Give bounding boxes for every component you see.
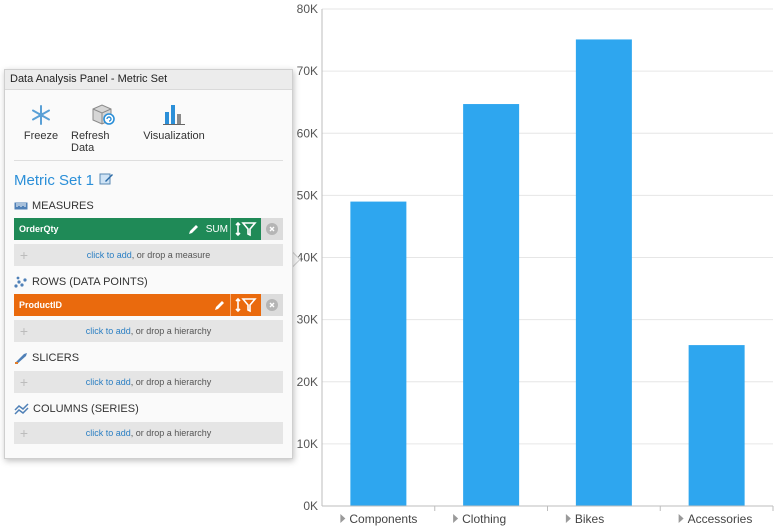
- freeze-button[interactable]: Freeze: [21, 102, 61, 148]
- expand-arrow-icon: [453, 514, 459, 523]
- row-drop-zone[interactable]: + click to add, or drop a hierarchy: [14, 320, 283, 342]
- refresh-data-label: Refresh Data: [71, 130, 110, 154]
- panel-toolbar: Freeze Refresh Data Visualization: [5, 90, 292, 154]
- refresh-data-button[interactable]: Refresh Data: [71, 102, 135, 154]
- click-to-add-link[interactable]: click to add: [85, 377, 131, 387]
- sort-filter-icon[interactable]: [230, 294, 261, 316]
- measures-label: MEASURES: [32, 200, 94, 212]
- click-to-add-link[interactable]: click to add: [85, 326, 131, 336]
- measure-drop-zone[interactable]: + click to add, or drop a measure: [14, 244, 283, 266]
- metric-set-name[interactable]: Metric Set 1: [14, 171, 95, 189]
- y-tick-label: 20K: [297, 375, 318, 389]
- pencil-icon[interactable]: [210, 294, 230, 316]
- x-category-label: Bikes: [565, 512, 604, 526]
- drop-hint: , or drop a hierarchy: [130, 377, 212, 387]
- aggregation-selector[interactable]: SUM: [205, 223, 228, 235]
- slicers-section-header: SLICERS: [5, 349, 292, 367]
- bar-clothing: [463, 104, 520, 507]
- series-lines-icon: [14, 403, 29, 415]
- expand-arrow-icon: [340, 514, 346, 523]
- bar-accessories: [688, 345, 745, 506]
- add-icon[interactable]: +: [19, 374, 29, 390]
- panel-title[interactable]: Data Analysis Panel - Metric Set: [5, 70, 292, 90]
- slicer-drop-zone[interactable]: + click to add, or drop a hierarchy: [14, 371, 283, 393]
- y-tick-label: 0K: [303, 499, 318, 513]
- add-icon[interactable]: +: [19, 425, 29, 441]
- x-tick-label: Components: [349, 512, 417, 526]
- drop-hint: , or drop a hierarchy: [130, 428, 212, 438]
- measures-section-header: MEASURES: [5, 197, 292, 215]
- visualization-button[interactable]: Visualization: [143, 102, 205, 148]
- x-category-label: Accessories: [678, 512, 753, 526]
- refresh-data-icon: [90, 102, 116, 126]
- remove-row-icon[interactable]: [261, 294, 283, 316]
- snowflake-icon: [30, 102, 52, 126]
- bar-components: [350, 201, 407, 506]
- pencil-icon[interactable]: [184, 218, 204, 240]
- chart-y-axis: 0K 10K 20K 30K 40K 50K 60K 70K 80K: [297, 2, 323, 513]
- edit-metric-set-icon[interactable]: [99, 171, 114, 190]
- click-to-add-link[interactable]: click to add: [86, 250, 132, 260]
- slicers-label: SLICERS: [32, 352, 80, 364]
- y-tick-label: 10K: [297, 437, 318, 451]
- bar-chart-icon: [163, 102, 185, 126]
- column-drop-zone[interactable]: + click to add, or drop a hierarchy: [14, 422, 283, 444]
- toolbar-divider: [14, 160, 283, 161]
- bar-bikes: [575, 39, 632, 506]
- expand-arrow-icon: [565, 514, 571, 523]
- y-tick-label: 80K: [297, 2, 318, 16]
- x-category-label: Components: [340, 512, 417, 526]
- y-tick-label: 50K: [297, 188, 318, 202]
- row-field-productid[interactable]: ProductID: [14, 294, 283, 316]
- knife-icon: [14, 352, 28, 364]
- columns-section-header: COLUMNS (SERIES): [5, 400, 292, 418]
- chart-x-axis: Components Clothing Bikes Accessories: [322, 505, 774, 526]
- sort-filter-icon[interactable]: [230, 218, 261, 240]
- freeze-label: Freeze: [23, 130, 59, 142]
- click-to-add-link[interactable]: click to add: [85, 428, 131, 438]
- rows-label: ROWS (DATA POINTS): [32, 276, 148, 288]
- x-category-label: Clothing: [453, 512, 506, 526]
- add-icon[interactable]: +: [19, 323, 29, 339]
- expand-arrow-icon: [678, 514, 684, 523]
- measure-field-orderqty[interactable]: OrderQty SUM: [14, 218, 283, 240]
- add-icon[interactable]: +: [19, 247, 29, 263]
- y-tick-label: 30K: [297, 313, 318, 327]
- rows-section-header: ROWS (DATA POINTS): [5, 273, 292, 291]
- metric-set-title: Metric Set 1: [5, 161, 292, 190]
- y-tick-label: 70K: [297, 64, 318, 78]
- y-tick-label: 40K: [297, 251, 318, 265]
- drop-hint: , or drop a measure: [131, 250, 211, 260]
- visualization-label: Visualization: [143, 130, 205, 142]
- measure-field-name: OrderQty: [19, 224, 59, 234]
- chart-bars: [350, 39, 745, 507]
- ruler-icon: [14, 202, 28, 210]
- x-tick-label: Clothing: [462, 512, 506, 526]
- x-tick-label: Bikes: [575, 512, 604, 526]
- row-field-name: ProductID: [19, 300, 63, 310]
- columns-label: COLUMNS (SERIES): [33, 403, 139, 415]
- scatter-points-icon: [14, 276, 28, 288]
- remove-measure-icon[interactable]: [261, 218, 283, 240]
- x-tick-label: Accessories: [688, 512, 753, 526]
- data-analysis-panel: Data Analysis Panel - Metric Set Freeze …: [4, 69, 293, 459]
- drop-hint: , or drop a hierarchy: [130, 326, 212, 336]
- y-tick-label: 60K: [297, 126, 318, 140]
